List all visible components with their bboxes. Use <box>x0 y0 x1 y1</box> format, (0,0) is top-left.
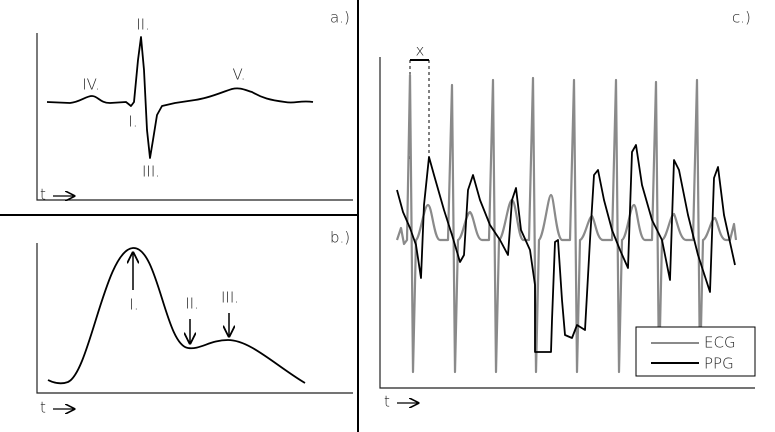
ecg-wave <box>46 36 314 159</box>
annotation: III. <box>142 163 160 181</box>
legend-label: ECG <box>704 334 736 352</box>
axis-label: t <box>40 399 46 417</box>
annotation: II. <box>136 16 150 34</box>
panel-label: b.) <box>330 229 350 247</box>
ppg-trace <box>396 144 736 353</box>
axis-label: t <box>40 186 46 204</box>
panel-label: c.) <box>732 9 751 27</box>
ppg-wave <box>47 247 306 385</box>
axes <box>36 243 353 394</box>
annotation: V. <box>232 66 245 84</box>
panel-label: a.) <box>330 9 350 27</box>
legend-label: PPG <box>704 355 734 373</box>
ecg-trace <box>395 73 738 374</box>
axis-label: t <box>384 393 390 411</box>
interval-guides <box>409 60 430 160</box>
legend-box <box>635 326 756 377</box>
panel-c: c.) x ECG PPG t <box>379 9 756 411</box>
annotation: III. <box>221 289 239 307</box>
interval-label: x <box>416 42 425 60</box>
annotation: IV. <box>82 76 100 94</box>
annotation: I. <box>129 296 138 314</box>
panel-b: b.) I. II. III. t <box>36 229 353 417</box>
annotation: II. <box>185 295 199 313</box>
axes <box>36 33 353 201</box>
annotation: I. <box>128 113 137 131</box>
panel-a: a.) II. IV. V. I. III. t <box>36 9 353 204</box>
axes <box>379 57 755 389</box>
